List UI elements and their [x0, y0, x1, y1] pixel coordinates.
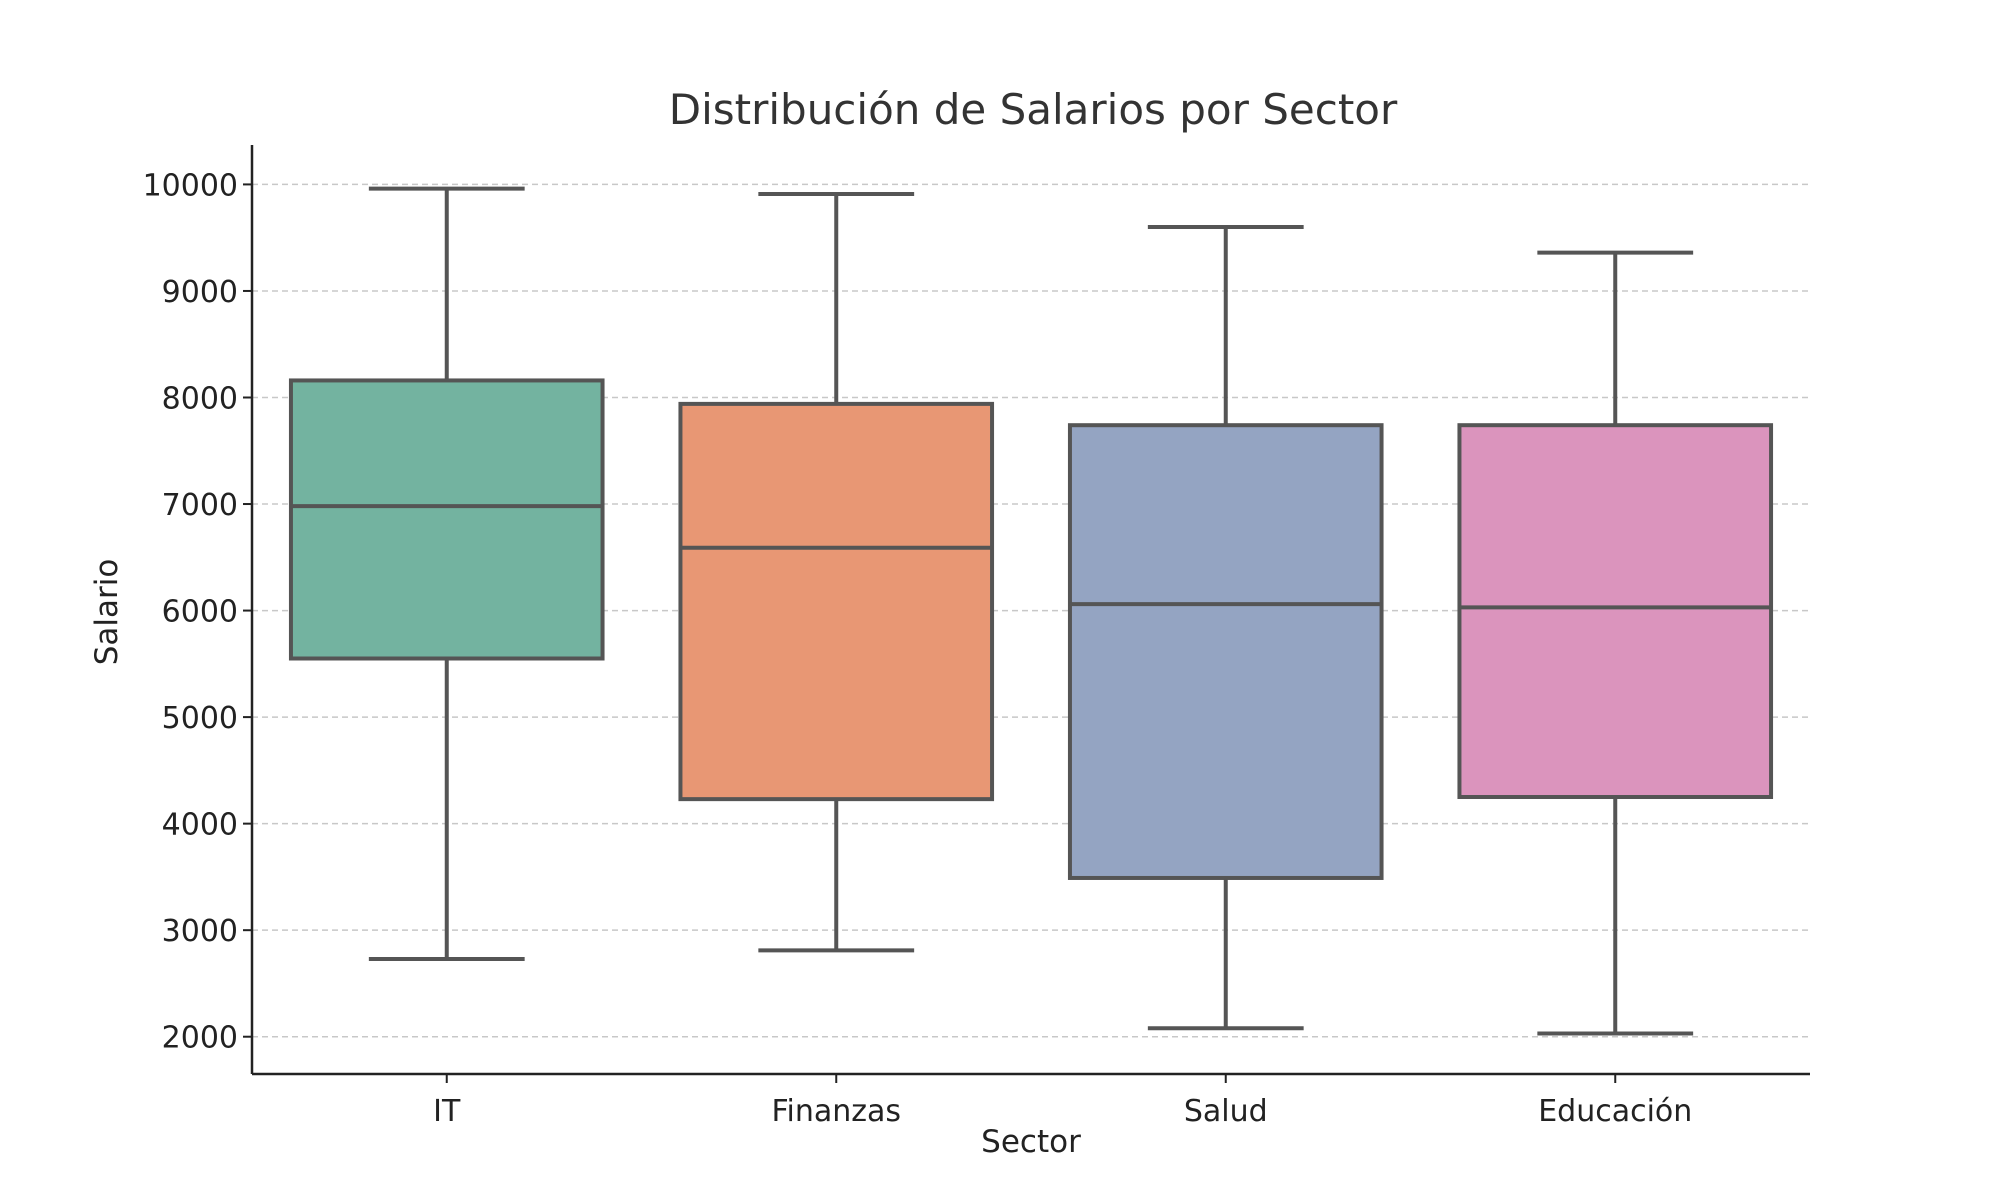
y-tick-label: 9000 — [162, 275, 238, 310]
x-axis-label: Sector — [981, 1124, 1081, 1160]
iqr-box — [1457, 423, 1774, 800]
box-series — [288, 186, 1774, 1036]
y-axis-label: Salario — [89, 559, 125, 666]
chart-title: Distribución de Salarios por Sector — [669, 85, 1398, 134]
y-tick-label: 10000 — [143, 168, 238, 203]
iqr-box — [288, 378, 605, 661]
y-tick-label: 2000 — [162, 1021, 238, 1056]
y-tick-label: 3000 — [162, 914, 238, 949]
y-tick-label: 7000 — [162, 488, 238, 523]
iqr-box — [678, 401, 995, 802]
y-tick-label: 4000 — [162, 808, 238, 843]
x-tick-label: Salud — [1184, 1094, 1268, 1129]
y-tick-label: 5000 — [162, 701, 238, 736]
axes — [250, 145, 1810, 1076]
y-tick-label: 6000 — [162, 595, 238, 630]
box-4 — [1457, 250, 1774, 1036]
y-ticks: 2000 3000 4000 5000 6000 7000 8000 9000 10000 — [143, 168, 252, 1056]
x-tick-label: IT — [433, 1094, 461, 1129]
iqr-box — [1067, 423, 1384, 880]
x-ticks: IT Finanzas Salud Educación — [433, 1074, 1692, 1129]
y-tick-label: 8000 — [162, 381, 238, 416]
box-1 — [288, 186, 605, 961]
x-tick-label: Finanzas — [771, 1094, 901, 1129]
x-tick-label: Educación — [1538, 1094, 1692, 1129]
box-3 — [1067, 225, 1384, 1031]
box-2 — [678, 192, 995, 953]
